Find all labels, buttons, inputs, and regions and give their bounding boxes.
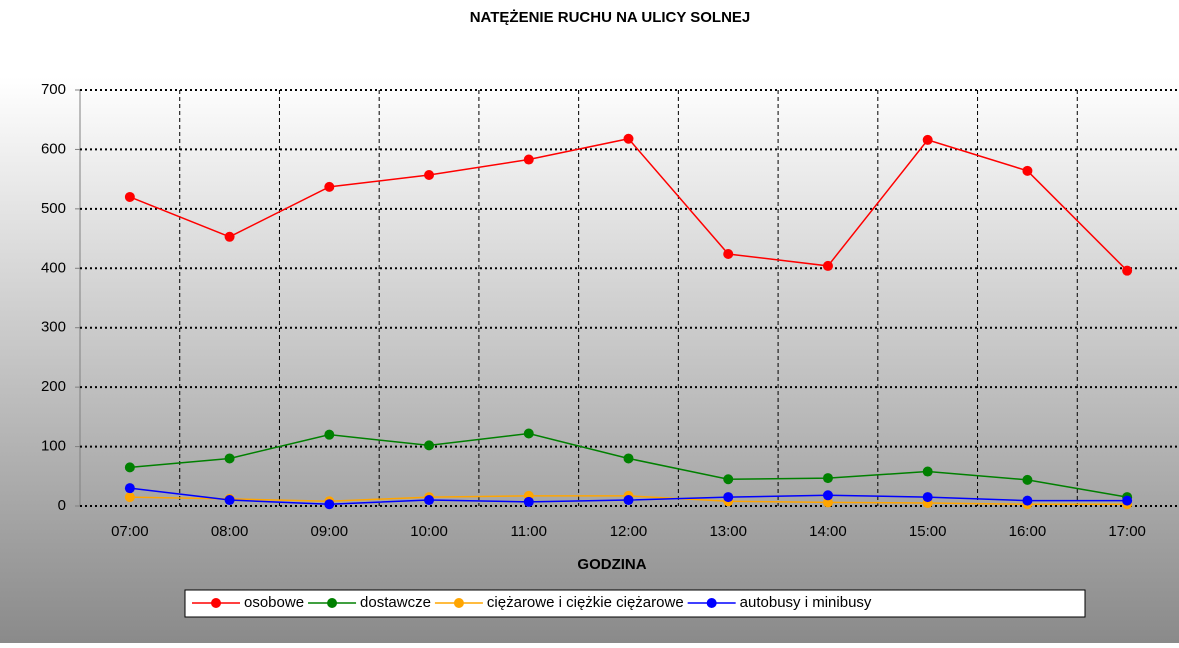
data-point bbox=[723, 249, 734, 260]
x-tick-label: 08:00 bbox=[211, 523, 249, 540]
data-point bbox=[324, 181, 335, 192]
data-point bbox=[224, 231, 235, 242]
data-point bbox=[922, 134, 933, 145]
x-tick-label: 10:00 bbox=[410, 523, 448, 540]
legend-label: autobusy i minibusy bbox=[740, 594, 872, 611]
data-point bbox=[124, 462, 135, 473]
data-point bbox=[822, 497, 833, 508]
legend-marker bbox=[211, 598, 221, 608]
data-point bbox=[124, 191, 135, 202]
data-point bbox=[523, 428, 534, 439]
data-point bbox=[822, 260, 833, 271]
data-point bbox=[424, 169, 435, 180]
data-point bbox=[822, 473, 833, 484]
data-point bbox=[1022, 495, 1033, 506]
data-point bbox=[1122, 495, 1133, 506]
legend-label: osobowe bbox=[244, 594, 304, 611]
data-point bbox=[922, 466, 933, 477]
data-point bbox=[1022, 165, 1033, 176]
data-point bbox=[1122, 265, 1133, 276]
x-tick-label: 17:00 bbox=[1108, 523, 1146, 540]
y-tick-label: 500 bbox=[41, 200, 66, 217]
data-point bbox=[523, 496, 534, 507]
x-axis-label: GODZINA bbox=[577, 556, 646, 573]
legend-label: dostawcze bbox=[360, 594, 431, 611]
data-point bbox=[623, 133, 634, 144]
data-point bbox=[224, 495, 235, 506]
x-tick-label: 13:00 bbox=[709, 523, 747, 540]
y-tick-label: 200 bbox=[41, 378, 66, 395]
x-tick-label: 12:00 bbox=[610, 523, 648, 540]
y-tick-label: 700 bbox=[41, 81, 66, 98]
data-point bbox=[324, 429, 335, 440]
y-tick-label: 0 bbox=[58, 497, 66, 514]
data-point bbox=[124, 483, 135, 494]
data-point bbox=[424, 495, 435, 506]
data-point bbox=[124, 492, 135, 503]
x-tick-label: 09:00 bbox=[311, 523, 349, 540]
data-point bbox=[324, 499, 335, 510]
chart-title: NATĘŻENIE RUCHU NA ULICY SOLNEJ bbox=[470, 9, 751, 26]
data-point bbox=[822, 490, 833, 501]
x-tick-label: 16:00 bbox=[1009, 523, 1047, 540]
y-tick-label: 100 bbox=[41, 438, 66, 455]
legend-marker bbox=[327, 598, 338, 608]
data-point bbox=[224, 453, 235, 464]
x-tick-label: 14:00 bbox=[809, 523, 847, 540]
data-point bbox=[723, 474, 734, 485]
legend-marker bbox=[453, 598, 464, 608]
x-tick-label: 11:00 bbox=[511, 523, 547, 540]
data-point bbox=[922, 492, 933, 503]
data-point bbox=[623, 495, 634, 506]
data-point bbox=[523, 154, 534, 165]
y-tick-label: 600 bbox=[41, 140, 66, 157]
data-point bbox=[424, 440, 435, 451]
x-tick-label: 07:00 bbox=[111, 523, 149, 540]
y-tick-label: 400 bbox=[41, 259, 66, 276]
data-point bbox=[1022, 474, 1033, 485]
legend-marker bbox=[706, 598, 717, 608]
x-tick-label: 15:00 bbox=[909, 523, 947, 540]
y-tick-label: 300 bbox=[41, 319, 66, 336]
data-point bbox=[623, 453, 634, 464]
data-point bbox=[723, 492, 734, 503]
legend-label: ciężarowe i ciężkie ciężarowe bbox=[487, 594, 684, 611]
